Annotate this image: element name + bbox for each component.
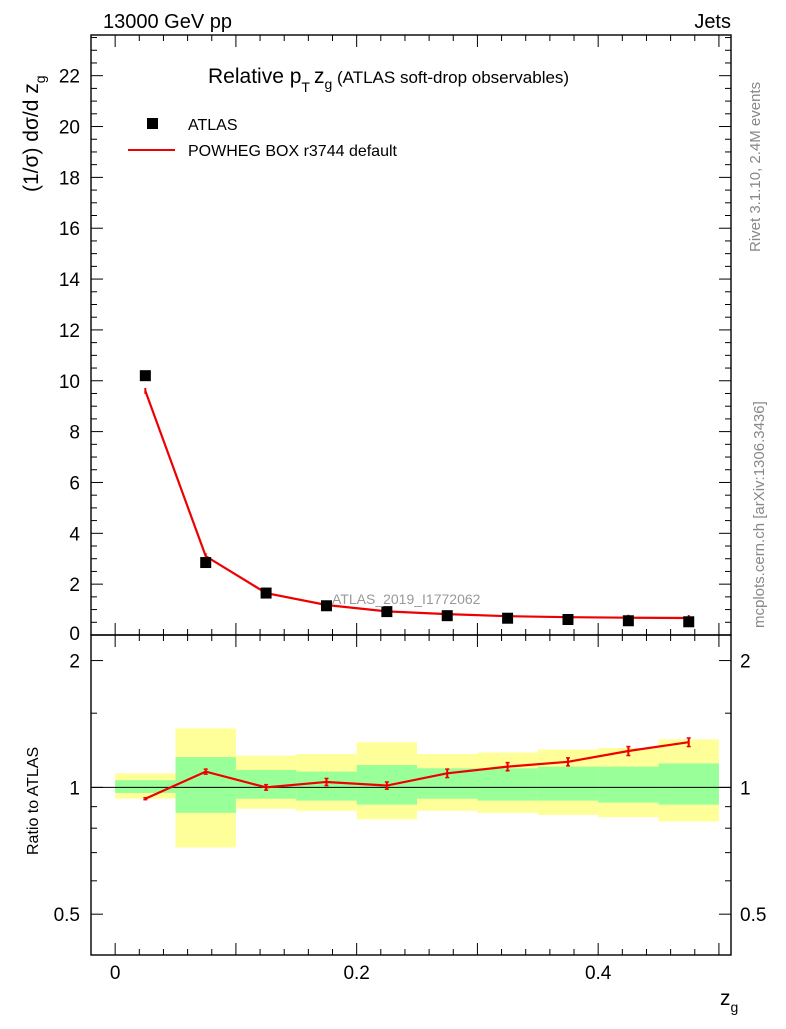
main-y-tick-label: 6 [69, 473, 80, 494]
ratio-powheg-line [144, 741, 689, 800]
analysis-label: ATLAS_2019_I1772062 [332, 591, 481, 607]
ratio-y-tick-label-left: 1 [69, 778, 80, 799]
ratio-plot-frame [90, 634, 732, 956]
ratio-bands [115, 728, 719, 848]
main-axis-ticks: 2 4 6 8 10 12 14 16 18 20 22 0 [59, 35, 731, 645]
main-y-tick-label-zero: 0 [69, 624, 80, 645]
powheg-line [144, 390, 689, 620]
ratio-band-inner [115, 780, 176, 793]
ratio-band-inner [658, 763, 719, 805]
main-y-axis-label: (1/σ) dσ/d zg [20, 75, 48, 192]
x-axis-label: zg [720, 987, 738, 1015]
ratio-band-inner [598, 766, 659, 803]
main-y-tick-label: 8 [69, 423, 80, 444]
ratio-y-tick-label-left: 2 [69, 652, 80, 673]
main-y-tick-label: 10 [59, 372, 80, 393]
main-y-tick-label: 16 [59, 219, 80, 240]
main-y-tick-label: 14 [59, 270, 81, 291]
source-label: mcplots.cern.ch [arXiv:1306.3436] [751, 401, 768, 628]
atlas-data-point [200, 557, 212, 569]
legend-atlas-marker [147, 118, 158, 129]
process-label: Jets [694, 11, 731, 33]
ratio-y-axis-label: Ratio to ATLAS [25, 747, 42, 855]
main-data-layer [139, 370, 695, 628]
legend-powheg-label: POWHEG BOX r3744 default [188, 143, 398, 160]
atlas-data-point [622, 615, 634, 627]
main-title: Relative pT zg (ATLAS soft-drop observabl… [208, 65, 569, 95]
main-y-tick-label: 20 [59, 118, 80, 139]
ratio-y-tick-label-right: 1 [740, 778, 751, 799]
ratio-data-layer [143, 737, 691, 801]
atlas-data-point [320, 600, 332, 612]
atlas-data-point [260, 587, 272, 599]
ratio-x-tick-label: 0 [110, 963, 121, 984]
ratio-band-inner [537, 766, 599, 801]
ratio-axis-ticks: 0.5 0.5 1 1 2 2 0 0.2 0.4 [54, 635, 766, 984]
atlas-data-point [502, 612, 514, 624]
main-plot-frame [90, 34, 732, 636]
main-y-tick-label: 18 [59, 168, 80, 189]
rivet-label: Rivet 3.1.10, 2.4M events [747, 82, 764, 252]
ratio-y-tick-label-right: 2 [740, 652, 751, 673]
main-y-tick-label: 4 [69, 524, 80, 545]
ratio-band-inner [175, 757, 236, 813]
atlas-data-point [441, 610, 453, 622]
ratio-x-tick-label: 0.2 [343, 963, 369, 984]
main-panel: 2 4 6 8 10 12 14 16 18 20 22 0 Relative pT zg (ATLAS… [20, 34, 732, 645]
atlas-data-point [139, 370, 151, 382]
legend-atlas-label: ATLAS [188, 117, 238, 134]
atlas-data-point [381, 606, 393, 618]
ratio-x-tick-label: 0.4 [585, 963, 612, 984]
main-y-tick-label: 12 [59, 321, 80, 342]
main-y-tick-label: 2 [69, 575, 80, 596]
atlas-data-point [562, 613, 574, 625]
ratio-panel: 0.5 0.5 1 1 2 2 0 0.2 0.4 Ratio to ATLAS zg [25, 634, 766, 1015]
atlas-data-point [683, 616, 695, 628]
ratio-y-tick-label-left: 0.5 [54, 905, 80, 926]
ratio-y-tick-label-right: 0.5 [740, 905, 766, 926]
ratio-band-inner [477, 768, 538, 801]
energy-label: 13000 GeV pp [103, 11, 232, 33]
main-y-tick-label: 22 [59, 67, 80, 88]
